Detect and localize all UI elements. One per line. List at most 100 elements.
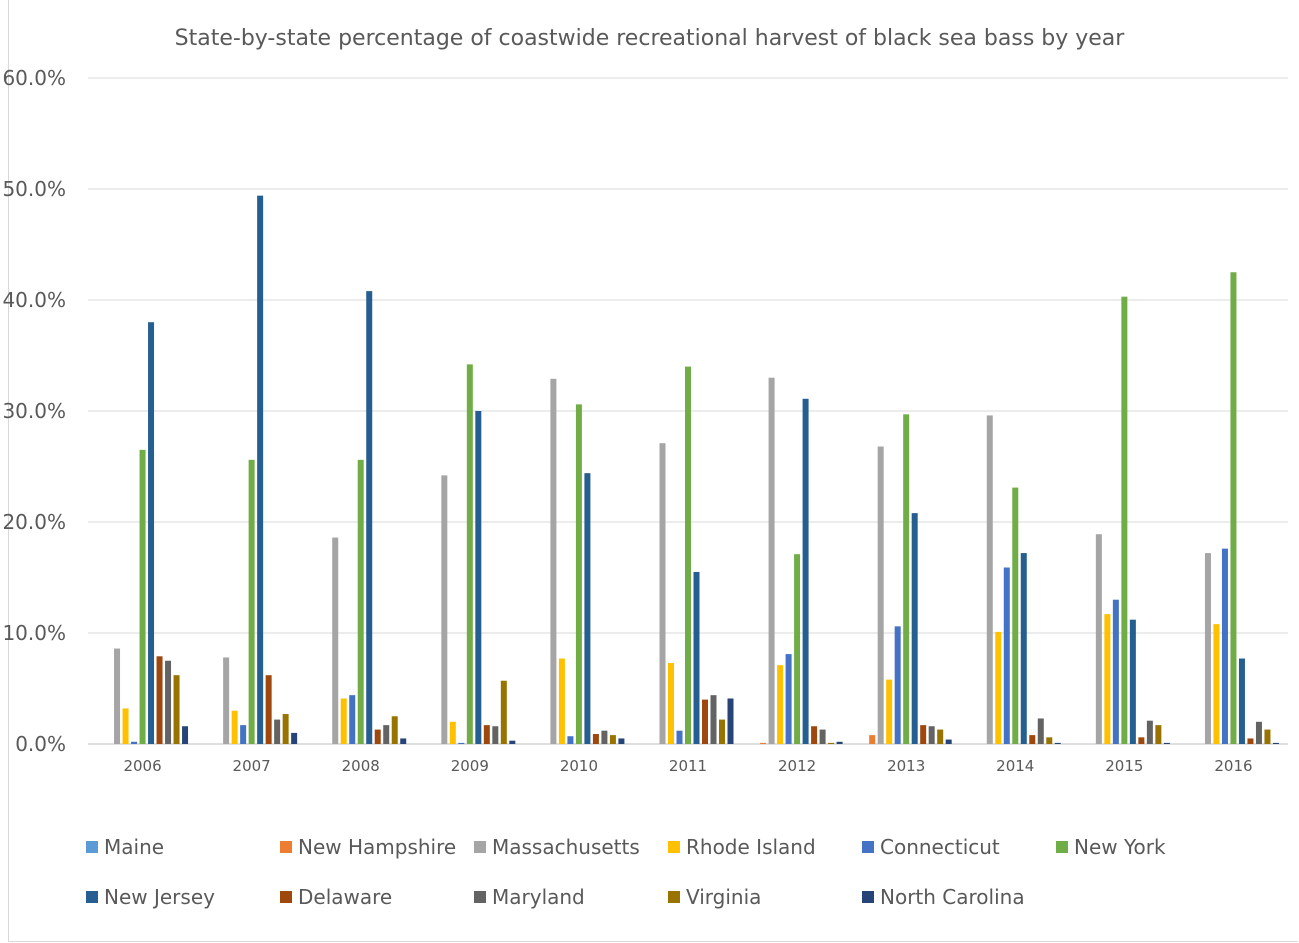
bar (1129, 619, 1136, 744)
bar (374, 729, 381, 744)
bar (618, 738, 625, 744)
x-tick-label: 2015 (1105, 757, 1143, 775)
bar (500, 680, 507, 744)
bar (685, 366, 691, 744)
bar (1012, 487, 1019, 744)
x-tick-label: 2009 (451, 757, 489, 775)
bar (366, 291, 373, 744)
x-tick-label: 2007 (233, 757, 271, 775)
bar (483, 725, 490, 744)
legend-label: New Hampshire (298, 835, 456, 859)
y-tick-label: 10.0% (2, 621, 66, 645)
legend-label: Delaware (298, 885, 392, 909)
bar (441, 475, 448, 744)
bar (182, 726, 189, 744)
bar (449, 721, 456, 744)
bar (768, 377, 775, 744)
legend-swatch (280, 841, 292, 853)
bar (702, 699, 708, 744)
bar (777, 665, 784, 744)
bar (719, 719, 725, 744)
bar (114, 648, 121, 744)
bar (710, 695, 717, 744)
bar (811, 726, 818, 744)
bar (760, 742, 767, 744)
chart-frame (8, 0, 1298, 942)
chart-title: State-by-state percentage of coastwide r… (174, 26, 1125, 51)
legend-swatch (1056, 841, 1068, 853)
y-tick-label: 40.0% (2, 288, 66, 312)
bar (828, 742, 835, 744)
bar (131, 741, 138, 744)
legend-swatch (280, 891, 292, 903)
bar (1020, 553, 1027, 744)
bar (231, 710, 238, 744)
y-tick-label: 20.0% (2, 510, 66, 534)
x-tick-label: 2016 (1214, 757, 1252, 775)
legend-swatch (474, 891, 486, 903)
bar (1003, 567, 1010, 744)
bar (558, 658, 565, 744)
bar (836, 741, 843, 744)
bar (165, 660, 172, 744)
bar (475, 411, 482, 744)
bar (920, 725, 927, 744)
legend-label: Maryland (492, 885, 585, 909)
bar (291, 732, 298, 744)
legend-swatch (668, 841, 680, 853)
y-axis-ticks: 0.0% 10.0% 20.0% 30.0% 40.0% 50.0% 60.0% (2, 66, 66, 756)
x-tick-label: 2014 (996, 757, 1034, 775)
bar (1037, 718, 1044, 744)
legend-swatch (668, 891, 680, 903)
legend-swatch (862, 891, 874, 903)
legend-swatch (86, 891, 98, 903)
x-tick-label: 2013 (887, 757, 925, 775)
y-tick-label: 60.0% (2, 66, 66, 90)
x-axis-ticks: 2006 2007 2008 2009 2010 2011 2012 2013 2014 2015… (123, 757, 1252, 775)
x-tick-label: 2010 (560, 757, 598, 775)
legend-label: Rhode Island (686, 835, 816, 859)
bar (1054, 742, 1061, 744)
bar (1204, 553, 1211, 744)
bar (794, 554, 801, 744)
bar (383, 725, 390, 744)
bar (592, 734, 599, 744)
legend-swatch (86, 841, 98, 853)
x-tick-label: 2006 (123, 757, 161, 775)
bar (1112, 599, 1119, 744)
bar (458, 742, 465, 744)
bar (550, 378, 557, 744)
bar (911, 513, 918, 744)
bar (802, 398, 809, 744)
legend-label: Virginia (686, 885, 761, 909)
bar (282, 714, 289, 744)
bar (1213, 624, 1220, 744)
bar (248, 459, 255, 744)
bar (492, 726, 499, 744)
bar (928, 726, 935, 744)
y-tick-label: 30.0% (2, 399, 66, 423)
bar (257, 195, 264, 744)
bar (937, 729, 944, 744)
bar (1046, 737, 1053, 744)
x-tick-label: 2011 (669, 757, 707, 775)
bar (567, 736, 574, 744)
bar (659, 443, 666, 744)
bar (676, 730, 683, 744)
bar (945, 739, 952, 744)
bar (986, 415, 993, 744)
bar (819, 729, 826, 744)
bar (509, 740, 516, 744)
bar (173, 675, 180, 744)
bar (903, 414, 910, 744)
bar (877, 446, 884, 744)
legend-label: Connecticut (880, 835, 1000, 859)
bar (609, 735, 616, 744)
bar (1138, 737, 1145, 744)
y-tick-label: 0.0% (15, 732, 66, 756)
bar (340, 698, 347, 744)
bar (886, 679, 893, 744)
bar (122, 708, 129, 744)
bar (1146, 720, 1153, 744)
